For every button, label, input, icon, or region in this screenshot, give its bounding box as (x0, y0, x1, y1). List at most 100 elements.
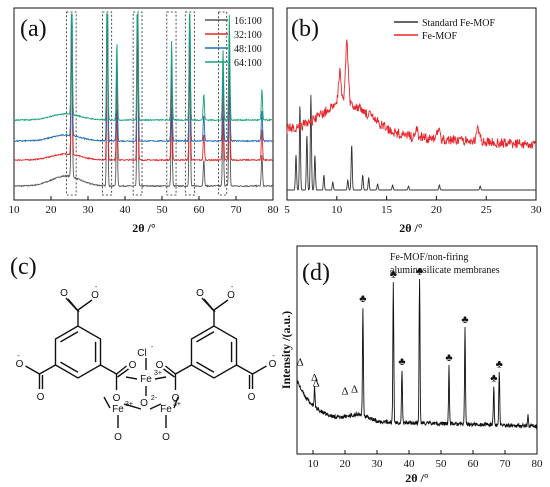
atom-label: - (17, 353, 20, 360)
lower-fe-charge: 3+ (125, 401, 133, 408)
atom-label: O (227, 290, 235, 301)
panel-d-letter: (d) (302, 260, 330, 286)
chloride: Cl (137, 348, 146, 359)
x-tick-label: 5 (284, 204, 290, 216)
phase-marker: Δ (311, 372, 318, 384)
legend-label: 16:100 (234, 16, 262, 27)
atom-label: O (196, 288, 204, 299)
atom-label: O (156, 360, 164, 371)
x-tick-label: 20 (46, 204, 58, 216)
bond (163, 368, 175, 378)
atom-label: - (95, 284, 98, 291)
bond (123, 403, 142, 410)
atom-label: O (269, 359, 277, 370)
chloride-charge: - (151, 344, 154, 351)
panel-a-xrd: 10 20 30 40 50 60 70 80 (a) 16:100 32:100 48:100 6… (9, 7, 280, 235)
panel-d-xrd: Δ♣♣♣♣♣♣♣♣ΔΔΔ Δ 10 20 30 40 50 60 70 80 (d) Fe-MO… (279, 245, 544, 485)
bond (175, 364, 192, 375)
bond (154, 376, 167, 380)
lower-fe: Fe (112, 404, 124, 415)
bond (213, 299, 229, 311)
phase-marker: Δ (351, 384, 358, 396)
phase-marker: ♣ (496, 359, 503, 371)
central-fe: Fe (140, 374, 152, 385)
bond (173, 396, 179, 409)
x-tick-label: 70 (500, 458, 512, 470)
legend-label: Standard Fe-MOF (422, 18, 495, 29)
panel-b-legend: Standard Fe-MOF Fe-MOF (394, 18, 495, 42)
trace-standard-fe-mof (287, 94, 536, 191)
x-tick-label: 70 (231, 204, 243, 216)
panel-b-x-axis-label: 2θ /° (399, 221, 423, 235)
panel-d-title-line-2: aluminosilicate membranes (390, 265, 500, 276)
lower-fe-charge: 3+ (173, 401, 181, 408)
bond (149, 403, 162, 410)
aromatic-bond (196, 331, 215, 343)
bond (203, 298, 216, 313)
panel-d-x-axis-label: 2θ /° (405, 471, 429, 485)
x-tick-label: 10 (308, 458, 320, 470)
x-tick-label: 30 (372, 458, 384, 470)
aqua-oxygen: O (162, 432, 170, 443)
bridging-oxygen: O (140, 398, 148, 409)
atom-label: O (113, 393, 121, 404)
bond (236, 364, 253, 375)
x-tick-label: 30 (83, 204, 95, 216)
bond (39, 364, 56, 375)
atom-label: O (129, 360, 137, 371)
trace-fe-mof (286, 39, 536, 149)
atom-label: O (60, 288, 68, 299)
x-tick-label: 25 (481, 204, 493, 216)
x-tick-label: 20 (431, 204, 443, 216)
panel-d-frame (296, 245, 538, 455)
bond (125, 376, 138, 380)
panel-b-x-axis: 5 10 15 20 25 30 (284, 196, 542, 216)
atom-label: O (172, 393, 180, 404)
phase-marker: ♣ (461, 314, 468, 326)
boxed-region (166, 11, 177, 196)
legend-label: 32:100 (234, 30, 262, 41)
panel-b-letter: (b) (291, 16, 319, 42)
panel-a-boxed-regions (66, 11, 228, 196)
bridging-oxygen-charge: 2- (151, 395, 158, 402)
panel-d-phase-markers: Δ♣♣♣♣♣♣♣♣ΔΔΔ Δ (297, 266, 503, 398)
aromatic-bond (60, 361, 79, 373)
x-tick-label: 80 (268, 204, 280, 216)
x-tick-label: 80 (532, 458, 544, 470)
phase-marker: Δ (297, 356, 304, 368)
lower-fe: Fe (160, 404, 172, 415)
panel-a-letter: (a) (20, 16, 47, 42)
phase-marker: ♣ (490, 372, 497, 384)
phase-marker: ♣ (416, 266, 423, 278)
panel-a-x-axis-label: 2θ /° (132, 221, 156, 235)
phase-marker: ♣ (398, 356, 405, 368)
phase-marker: Δ (313, 377, 320, 389)
x-tick-label: 10 (331, 204, 343, 216)
phase-marker: ♣ (390, 268, 397, 280)
phase-marker: ♣ (445, 352, 452, 364)
boxed-region (218, 11, 228, 196)
x-tick-label: 60 (468, 458, 480, 470)
bond (116, 365, 127, 375)
panel-a-frame (13, 7, 274, 201)
panel-a-x-axis: 10 20 30 40 50 60 70 80 (9, 196, 280, 216)
panel-a-legend: 16:100 32:100 48:100 64:100 (205, 16, 262, 69)
aromatic-bond (60, 331, 79, 343)
phase-marker: ♣ (359, 293, 366, 305)
boxed-region (184, 11, 195, 196)
panel-d-y-axis-label: Intensity /(a.u.) (279, 311, 293, 389)
bond (103, 396, 111, 409)
x-tick-label: 30 (531, 204, 543, 216)
panel-b-frame (286, 7, 537, 201)
bond (252, 365, 267, 375)
panel-d-title-line-1: Fe-MOF/non-firing (390, 252, 468, 263)
central-fe-charge: 3+ (154, 370, 162, 377)
aqua-oxygen: O (114, 432, 122, 443)
trace-64-100 (13, 13, 274, 122)
x-tick-label: 20 (340, 458, 352, 470)
bond (117, 368, 129, 378)
panel-b-xrd: 5 10 15 20 25 30 (b) Standard Fe-MOF Fe-MOF 2θ… (284, 7, 542, 235)
aromatic-bond (196, 361, 215, 373)
